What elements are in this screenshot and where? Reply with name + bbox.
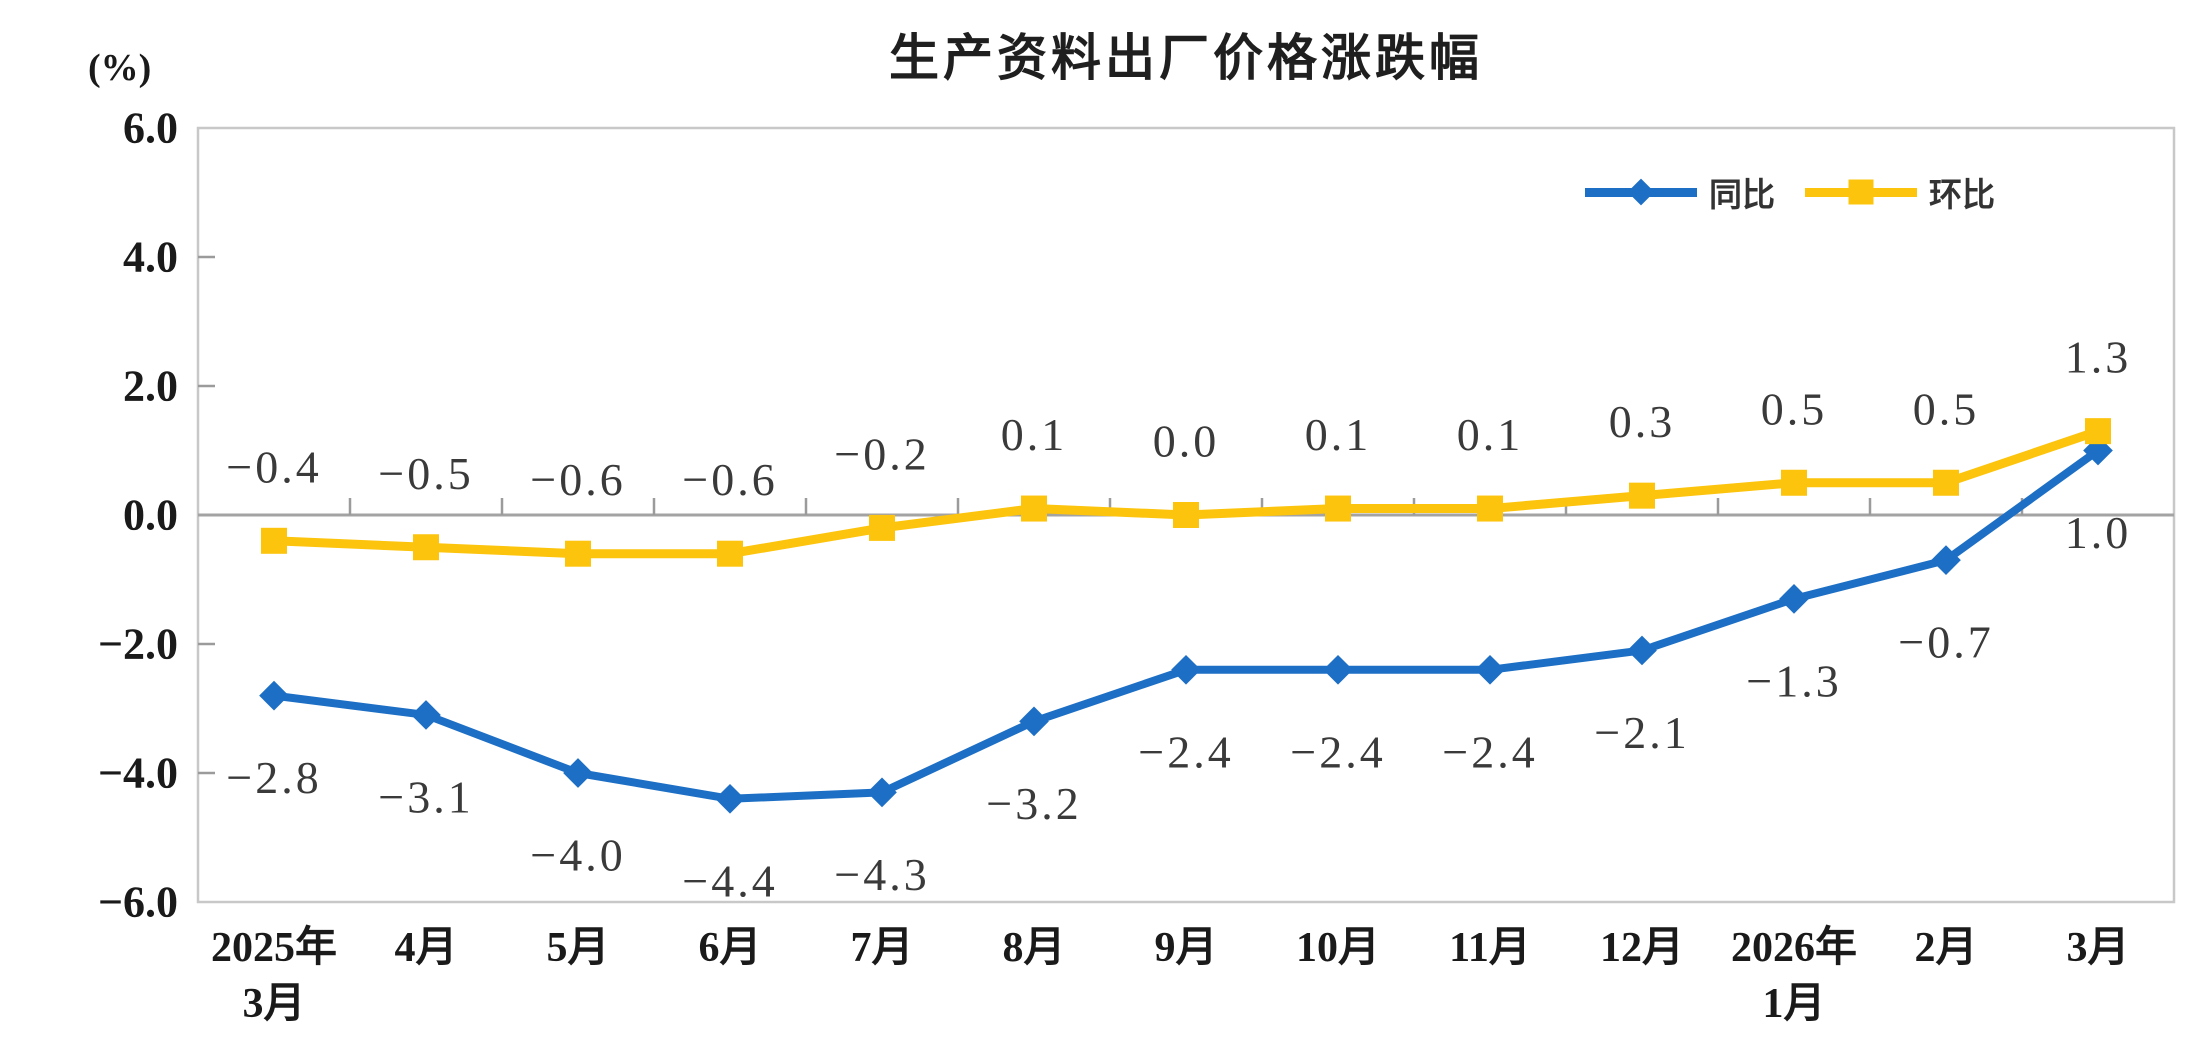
x-axis-category-label: 11月 bbox=[1449, 925, 1531, 971]
x-axis-category-label: 3月 bbox=[2066, 925, 2129, 971]
x-axis-category-label: 10月 bbox=[1296, 925, 1380, 971]
data-label: −2.8 bbox=[226, 752, 321, 803]
diamond-marker-icon bbox=[1627, 178, 1655, 206]
x-axis-category-label: 7月 bbox=[850, 925, 913, 971]
chart-title: 生产资料出厂价格涨跌幅 bbox=[889, 30, 1483, 86]
legend-item-mom: 环比 bbox=[1805, 168, 1995, 216]
y-axis-tick-label: −6.0 bbox=[98, 878, 178, 927]
mom-point-marker bbox=[1021, 495, 1047, 522]
square-marker-icon bbox=[1848, 179, 1874, 205]
yoy-point-marker bbox=[1779, 584, 1809, 614]
data-label: −0.6 bbox=[530, 454, 625, 505]
y-axis-tick-label: 4.0 bbox=[123, 233, 178, 282]
x-axis-category-label: 8月 bbox=[1002, 925, 1065, 971]
x-axis-category-label: 12月 bbox=[1600, 925, 1684, 971]
data-label: 0.1 bbox=[1001, 409, 1068, 460]
yoy-point-marker bbox=[1627, 635, 1657, 666]
mom-point-marker bbox=[413, 534, 439, 561]
legend-label-yoy: 同比 bbox=[1709, 178, 1775, 214]
data-label: −0.6 bbox=[682, 454, 777, 505]
y-axis-tick-label: −2.0 bbox=[98, 620, 178, 669]
data-label: 0.0 bbox=[1153, 416, 1220, 467]
y-axis-unit-label: (%) bbox=[88, 47, 152, 89]
y-axis-tick-label: 6.0 bbox=[123, 104, 178, 153]
mom-point-marker bbox=[1325, 495, 1351, 522]
x-axis-category-label: 2月 bbox=[1914, 925, 1977, 971]
legend-label-mom: 环比 bbox=[1929, 178, 1995, 214]
data-label: 0.5 bbox=[1913, 383, 1980, 434]
data-label: −2.4 bbox=[1442, 726, 1537, 777]
mom-point-marker bbox=[1173, 502, 1199, 528]
mom-point-marker bbox=[2085, 418, 2111, 445]
legend-item-yoy: 同比 bbox=[1585, 168, 1775, 216]
data-label: −0.5 bbox=[378, 448, 473, 499]
x-axis-category-label: 5月 bbox=[546, 925, 609, 971]
yoy-point-marker bbox=[1171, 654, 1201, 685]
x-axis-category-label: 4月 bbox=[394, 925, 457, 971]
y-axis-tick-label: 2.0 bbox=[123, 362, 178, 411]
data-label: 1.0 bbox=[2065, 507, 2132, 558]
mom-point-marker bbox=[1477, 495, 1503, 522]
data-label: −1.3 bbox=[1746, 655, 1841, 706]
data-label: −0.4 bbox=[226, 441, 321, 492]
data-label: −3.1 bbox=[378, 771, 473, 822]
yoy-point-marker bbox=[259, 680, 289, 711]
data-label: 0.1 bbox=[1457, 409, 1524, 460]
yoy-line-sample bbox=[1585, 178, 1697, 206]
data-label: −0.2 bbox=[834, 428, 929, 479]
yoy-point-marker bbox=[1931, 545, 1961, 575]
legend: 同比 环比 bbox=[1585, 168, 1995, 216]
data-label: −2.4 bbox=[1138, 726, 1233, 777]
y-axis-tick-label: −4.0 bbox=[98, 749, 178, 798]
yoy-point-marker bbox=[411, 700, 441, 730]
x-axis-category-label: 6月 bbox=[698, 925, 761, 971]
x-axis-category-label: 9月 bbox=[1154, 925, 1217, 971]
data-label: −0.7 bbox=[1898, 617, 1993, 668]
data-label: −4.3 bbox=[834, 849, 929, 900]
data-label: −2.4 bbox=[1290, 726, 1385, 777]
yoy-point-marker bbox=[715, 783, 745, 814]
data-label: 0.3 bbox=[1609, 396, 1676, 447]
data-label: 0.5 bbox=[1761, 383, 1828, 434]
x-axis-category-label: 2026年 bbox=[1731, 924, 1857, 971]
data-label: −2.1 bbox=[1594, 707, 1689, 758]
data-label: −4.4 bbox=[682, 855, 777, 906]
yoy-point-marker bbox=[563, 758, 593, 788]
mom-point-marker bbox=[261, 527, 287, 554]
mom-point-marker bbox=[1933, 469, 1959, 496]
x-axis-category-label: 2025年 bbox=[211, 924, 337, 971]
y-axis-tick-label: 0.0 bbox=[123, 491, 178, 540]
data-label: −3.2 bbox=[986, 778, 1081, 829]
yoy-point-marker bbox=[867, 777, 897, 808]
yoy-point-marker bbox=[1475, 654, 1505, 685]
mom-point-marker bbox=[565, 540, 591, 567]
mom-point-marker bbox=[717, 540, 743, 567]
x-axis-category-label: 3月 bbox=[242, 981, 305, 1027]
data-label: 1.3 bbox=[2065, 332, 2132, 383]
x-axis-category-label: 1月 bbox=[1762, 981, 1825, 1027]
yoy-point-marker bbox=[1019, 706, 1049, 737]
mom-line-sample bbox=[1805, 179, 1917, 205]
mom-point-marker bbox=[1781, 469, 1807, 496]
mom-point-marker bbox=[1629, 482, 1655, 509]
mom-point-marker bbox=[869, 514, 895, 541]
data-label: −4.0 bbox=[530, 830, 625, 881]
yoy-point-marker bbox=[1323, 654, 1353, 685]
data-label: 0.1 bbox=[1305, 409, 1372, 460]
